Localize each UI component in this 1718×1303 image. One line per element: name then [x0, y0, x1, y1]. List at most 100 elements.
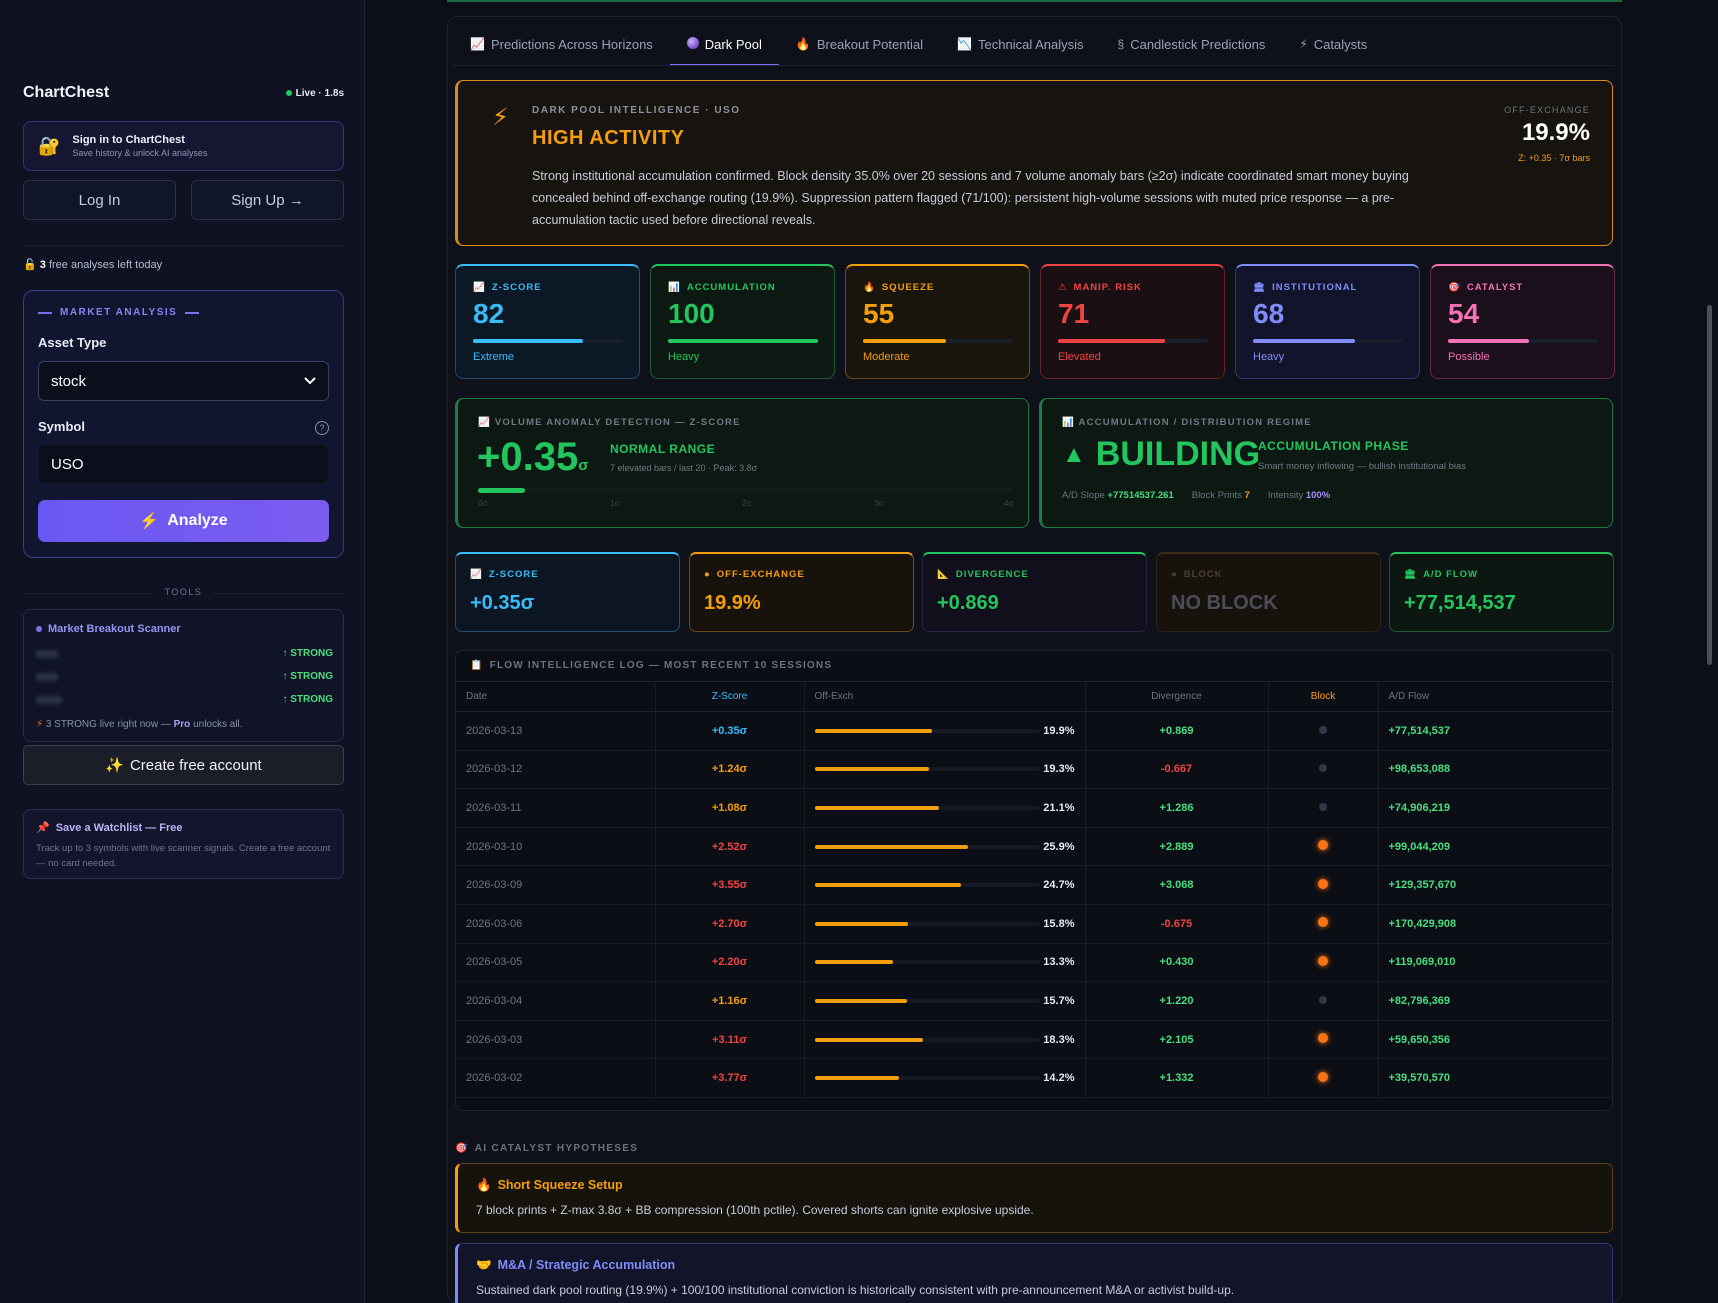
col-zscore[interactable]: Z-Score	[654, 681, 804, 712]
metric-bar-fill	[1448, 339, 1529, 343]
row-ad-flow: +74,906,219	[1377, 788, 1612, 828]
tab-breakout-potential[interactable]: 🔥 Breakout Potential	[795, 36, 924, 52]
metric-bar	[1253, 339, 1403, 343]
dark-pool-summary: ⚡ DARK POOL INTELLIGENCE · USO HIGH ACTI…	[455, 80, 1613, 246]
metric-bar	[473, 339, 623, 343]
catalyst-card[interactable]: 🔥 Short Squeeze Setup 7 block prints + Z-…	[455, 1163, 1613, 1233]
tab-predictions-across-horizons[interactable]: 📈 Predictions Across Horizons	[470, 36, 653, 52]
off-exch-bar-fill	[814, 960, 894, 965]
row-date: 2026-03-02	[456, 1058, 655, 1098]
tab-technical-analysis[interactable]: 📉 Technical Analysis	[957, 36, 1084, 52]
signup-button[interactable]: Sign Up →	[191, 180, 344, 220]
block-inactive-icon	[1319, 995, 1327, 1004]
pin-icon: 📌	[36, 822, 50, 834]
catalyst-card[interactable]: 🤝 M&A / Strategic Accumulation Sustained …	[455, 1243, 1613, 1303]
scrollbar[interactable]	[1707, 305, 1712, 665]
tab-bar-border	[453, 65, 1615, 66]
summary-description: Strong institutional accumulation confir…	[532, 169, 1409, 227]
metric-card-accumulation: 📊 ACCUMULATION 100 Heavy	[650, 264, 835, 379]
volume-gauge	[478, 488, 1013, 493]
tab-icon: 📉	[957, 37, 973, 51]
pro-link[interactable]: Pro	[173, 719, 191, 730]
asset-type-select[interactable]: stock	[38, 361, 329, 401]
scanner-title[interactable]: Market Breakout Scanner	[36, 623, 181, 635]
row-ad-flow: +170,429,908	[1377, 904, 1612, 944]
table-row[interactable]: 2026-03-12 +1.24σ 19.3% -0.667 +98,653,0…	[456, 750, 1612, 790]
breakout-scanner-card[interactable]: Market Breakout Scanner ↑ STRONG ↑ STRON…	[23, 609, 344, 742]
off-exch-bar-fill	[814, 805, 940, 810]
table-row[interactable]: 2026-03-11 +1.08σ 21.1% +1.286 +74,906,2…	[456, 788, 1612, 828]
create-account-button[interactable]: ✨ Create free account	[23, 745, 344, 785]
flow-log-table: Date Z-Score Off-Exch Divergence Block A…	[456, 681, 1612, 1098]
table-row[interactable]: 2026-03-10 +2.52σ 25.9% +2.889 +99,044,2…	[456, 827, 1612, 867]
table-row[interactable]: 2026-03-04 +1.16σ 15.7% +1.220 +82,796,3…	[456, 981, 1612, 1021]
market-analysis-card: MARKET ANALYSIS Asset Type stock Symbol …	[23, 290, 344, 558]
tab-dark-pool[interactable]: Dark Pool	[669, 22, 779, 66]
stat-value: NO BLOCK	[1171, 592, 1278, 614]
signin-title: Sign in to ChartChest	[72, 134, 185, 146]
table-row[interactable]: 2026-03-02 +3.77σ 14.2% +1.332 +39,570,5…	[456, 1058, 1612, 1098]
metric-bar-fill	[668, 339, 818, 343]
stat-icon: 📐	[937, 569, 950, 580]
log-title: 📋 FLOW INTELLIGENCE LOG — MOST RECENT 10 …	[470, 660, 833, 671]
off-exchange-sub: Z: +0.35 · 7σ bars	[1518, 153, 1590, 163]
watchlist-promo[interactable]: 📌 Save a Watchlist — Free Track up to 3 s…	[23, 809, 344, 879]
off-exch-bar	[814, 844, 1040, 849]
target-icon: 🎯	[455, 1143, 469, 1154]
table-row[interactable]: 2026-03-09 +3.55σ 24.7% +3.068 +129,357,…	[456, 865, 1612, 905]
row-divergence: +1.332	[1084, 1058, 1268, 1098]
blurred-symbol	[36, 672, 58, 681]
tab-candlestick-predictions[interactable]: § Candlestick Predictions	[1117, 36, 1266, 52]
table-row[interactable]: 2026-03-06 +2.70σ 15.8% -0.675 +170,429,…	[456, 904, 1612, 944]
catalyst-icon: 🤝	[476, 1258, 492, 1272]
row-ad-flow: +77,514,537	[1377, 711, 1612, 751]
row-block	[1267, 1020, 1378, 1060]
stat-icon: 📈	[470, 569, 483, 580]
symbol-input[interactable]	[38, 444, 329, 484]
stat-value: +77,514,537	[1404, 592, 1516, 614]
scanner-row[interactable]: ↑ STRONG	[36, 694, 333, 705]
block-prints: Block Prints 7	[1191, 490, 1250, 501]
block-active-icon	[1318, 955, 1328, 966]
col-ad-flow[interactable]: A/D Flow	[1377, 681, 1612, 712]
row-block	[1267, 1058, 1378, 1098]
top-accent-line	[447, 0, 1622, 2]
login-button[interactable]: Log In	[23, 180, 176, 220]
metric-card-manip-risk: ⚠ MANIP. RISK 71 Elevated	[1040, 264, 1225, 379]
row-off-exch: 24.7%	[803, 865, 1085, 905]
metric-value: 68	[1253, 298, 1285, 329]
help-icon[interactable]: ?	[315, 421, 329, 435]
scanner-row[interactable]: ↑ STRONG	[36, 648, 333, 659]
ad-regime-card: 📊 ACCUMULATION / DISTRIBUTION REGIME ▲ BU…	[1039, 398, 1613, 528]
intensity: Intensity 100%	[1267, 490, 1331, 501]
row-divergence: +1.286	[1084, 788, 1268, 828]
signin-banner[interactable]: 🔐 Sign in to ChartChest Save history & u…	[23, 121, 344, 171]
off-exch-bar-fill	[814, 767, 929, 772]
table-row[interactable]: 2026-03-03 +3.11σ 18.3% +2.105 +59,650,3…	[456, 1020, 1612, 1060]
metric-value: 55	[863, 298, 895, 329]
table-row[interactable]: 2026-03-13 +0.35σ 19.9% +0.869 +77,514,5…	[456, 711, 1612, 751]
signin-subtitle: Save history & unlock AI analyses	[72, 148, 208, 158]
block-inactive-icon	[1319, 764, 1327, 773]
row-ad-flow: +98,653,088	[1377, 750, 1612, 790]
asset-type-label: Asset Type	[38, 335, 107, 350]
col-block[interactable]: Block	[1267, 681, 1378, 712]
tab-catalysts[interactable]: ⚡ Catalysts	[1299, 36, 1368, 52]
sidebar: ChartChest Live · 1.8s 🔐 Sign in to Char…	[0, 0, 365, 1303]
free-analyses-note: 🔓 3 free analyses left today	[23, 258, 162, 271]
col-off-exch[interactable]: Off-Exch	[803, 681, 1085, 712]
row-zscore: +1.08σ	[654, 788, 804, 828]
metric-card-squeeze: 🔥 SQUEEZE 55 Moderate	[845, 264, 1030, 379]
brand-row: ChartChest Live · 1.8s	[23, 84, 344, 102]
row-zscore: +2.52σ	[654, 827, 804, 867]
brand-logo[interactable]: ChartChest	[23, 84, 110, 101]
table-row[interactable]: 2026-03-05 +2.20σ 13.3% +0.430 +119,069,…	[456, 943, 1612, 983]
gauge-tick: 3σ	[874, 499, 884, 508]
col-divergence[interactable]: Divergence	[1084, 681, 1268, 712]
metric-bar	[1448, 339, 1598, 343]
analyze-button[interactable]: ⚡ Analyze	[38, 500, 329, 542]
lock-icon: 🔐	[38, 135, 61, 156]
scanner-row[interactable]: ↑ STRONG	[36, 671, 333, 682]
col-date[interactable]: Date	[456, 681, 655, 712]
metric-icon: ⚠	[1058, 282, 1068, 293]
